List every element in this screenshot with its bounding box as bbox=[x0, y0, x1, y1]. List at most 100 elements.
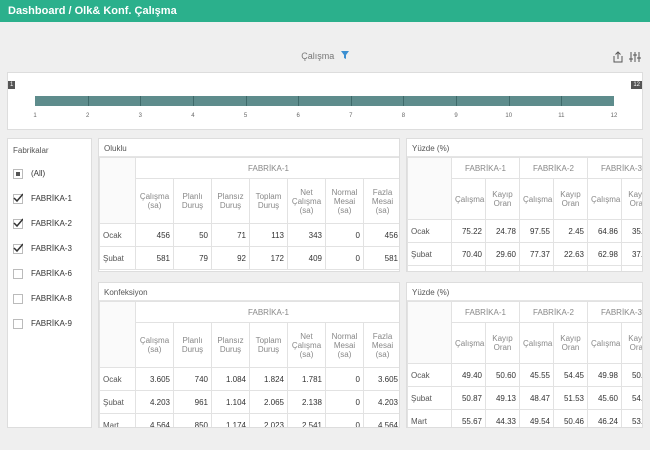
group-header: FABRİKA-1 bbox=[451, 157, 520, 179]
corner bbox=[407, 157, 452, 220]
cell: 1.174 bbox=[211, 413, 250, 427]
toolbar-icons[interactable] bbox=[612, 50, 642, 64]
column-row: Çalışma (sa) Planlı Duruş Plansız Duruş Top… bbox=[100, 178, 399, 224]
filter-icon[interactable] bbox=[340, 51, 349, 59]
cell: 1.104 bbox=[211, 390, 250, 414]
panel-title: Oluklu bbox=[99, 139, 399, 157]
cell: 59.61 bbox=[587, 265, 622, 271]
cell: 70.40 bbox=[451, 242, 486, 266]
cell: 961 bbox=[173, 390, 212, 414]
filter-item[interactable]: FABRİKA-1 bbox=[8, 186, 91, 211]
data-row: Şubat 581 79 92 172 409 0 581 bbox=[99, 246, 399, 270]
checkbox[interactable] bbox=[13, 243, 23, 254]
column-row: Çalışma (sa) Planlı Duruş Plansız Duruş Top… bbox=[100, 322, 399, 368]
filter-item[interactable]: FABRİKA-9 bbox=[8, 311, 91, 336]
filter-item[interactable]: FABRİKA-2 bbox=[8, 211, 91, 236]
data-row: Mart 4.564 850 1.174 2.023 2.541 0 4.564 bbox=[99, 413, 399, 427]
cell: 51.53 bbox=[553, 386, 588, 410]
slider-divider bbox=[508, 96, 510, 106]
data-table: FABRİKA-1 FABRİKA-2 FABRİKA-3 Çalışma Kayıp … bbox=[407, 301, 642, 427]
row-label: Mart bbox=[407, 409, 452, 427]
slider-tick-label: 10 bbox=[505, 113, 513, 119]
cell: 79 bbox=[173, 246, 212, 270]
cell: 77.37 bbox=[519, 242, 554, 266]
cell: 3.605 bbox=[363, 367, 399, 391]
filter-label: FABRİKA-2 bbox=[31, 219, 72, 228]
checkbox[interactable] bbox=[13, 168, 23, 179]
cell: 1.084 bbox=[211, 367, 250, 391]
checkbox[interactable] bbox=[13, 268, 23, 279]
data-row: Mart70.6629.3478.9221.0859.6140.39 bbox=[407, 265, 642, 271]
slider-max: 12 bbox=[631, 81, 642, 89]
filter-label: FABRİKA-8 bbox=[31, 294, 72, 303]
cell: 44.33 bbox=[485, 409, 520, 427]
cell: 113 bbox=[249, 223, 288, 247]
cell: 740 bbox=[173, 367, 212, 391]
column-row: Çalışma Kayıp Oran Çalışma Kayıp Oran Çalışm… bbox=[408, 178, 642, 220]
filter-item[interactable]: FABRİKA-8 bbox=[8, 286, 91, 311]
slider-divider bbox=[245, 96, 247, 106]
column-header: Fazla Mesai (sa) bbox=[363, 178, 399, 224]
cell: 24.78 bbox=[485, 219, 520, 243]
cell: 2.45 bbox=[553, 219, 588, 243]
checkbox[interactable] bbox=[13, 293, 23, 304]
cell: 4.203 bbox=[135, 390, 174, 414]
data-table: FABRİKA-1 Çalışma (sa) Planlı Duruş Plansız… bbox=[99, 157, 399, 270]
table-panel: Yüzde (%) FABRİKA-1 FABRİKA-2 FABRİKA-3 Çalı… bbox=[406, 138, 643, 272]
panel-title: Konfeksiyon bbox=[99, 283, 399, 301]
cell: 50.60 bbox=[485, 363, 520, 387]
cell: 97.55 bbox=[519, 219, 554, 243]
column-header: Kayıp Oran bbox=[621, 322, 642, 364]
table-panel: Yüzde (%) FABRİKA-1 FABRİKA-2 FABRİKA-3 Çalı… bbox=[406, 282, 643, 428]
slider-min: 1 bbox=[8, 81, 16, 89]
data-row: Şubat 4.203 961 1.104 2.065 2.138 0 4.203 bbox=[99, 390, 399, 414]
cell: 37.02 bbox=[621, 242, 642, 266]
table-panel: Konfeksiyon FABRİKA-1 Çalışma (sa) Planlı D… bbox=[98, 282, 400, 428]
checkbox[interactable] bbox=[13, 193, 23, 204]
group-header: FABRİKA-2 bbox=[519, 301, 588, 323]
cell: 49.98 bbox=[587, 363, 622, 387]
column-header: Net Çalışma (sa) bbox=[287, 178, 326, 224]
filter-item[interactable]: FABRİKA-6 bbox=[8, 261, 91, 286]
row-label: Şubat bbox=[407, 242, 452, 266]
cell: 49.13 bbox=[485, 386, 520, 410]
row-label: Ocak bbox=[407, 219, 452, 243]
slider-divider bbox=[350, 96, 352, 106]
group-row: FABRİKA-1 FABRİKA-2 FABRİKA-3 bbox=[407, 157, 642, 220]
row-label: Ocak bbox=[407, 363, 452, 387]
checkbox[interactable] bbox=[13, 318, 23, 329]
cell: 22.63 bbox=[553, 242, 588, 266]
header-title: Dashboard / Olk& Konf. Çalışma bbox=[0, 0, 650, 22]
slider-divider bbox=[403, 96, 405, 106]
slider-divider bbox=[561, 96, 563, 106]
panel-title: Yüzde (%) bbox=[407, 139, 642, 157]
range-slider[interactable]: 1 12 1 2 3 4 5 6 7 8 9 10 11 12 bbox=[7, 72, 643, 130]
column-header: Planlı Duruş bbox=[173, 178, 212, 224]
column-header: Kayıp Oran bbox=[553, 322, 588, 364]
checkbox[interactable] bbox=[13, 218, 23, 229]
filter-item[interactable]: FABRİKA-3 bbox=[8, 236, 91, 261]
cell: 35.14 bbox=[621, 219, 642, 243]
cell: 850 bbox=[173, 413, 212, 427]
group-row: FABRİKA-1 bbox=[99, 301, 399, 368]
column-header: Kayıp Oran bbox=[621, 178, 642, 220]
slider-track[interactable] bbox=[35, 96, 614, 106]
group-header: FABRİKA-2 bbox=[519, 157, 588, 179]
data-row: Ocak 3.605 740 1.084 1.824 1.781 0 3.605 bbox=[99, 367, 399, 391]
cell: 70.66 bbox=[451, 265, 486, 271]
cell: 456 bbox=[363, 223, 399, 247]
cell: 49.54 bbox=[519, 409, 554, 427]
group-header: FABRİKA-3 bbox=[587, 301, 642, 323]
filter-item[interactable]: (All) bbox=[8, 161, 91, 186]
cell: 2.065 bbox=[249, 390, 288, 414]
column-header: Plansız Duruş bbox=[211, 178, 250, 224]
row-label: Mart bbox=[407, 265, 452, 271]
column-header: Kayıp Oran bbox=[553, 178, 588, 220]
column-header: Net Çalışma (sa) bbox=[287, 322, 326, 368]
cell: 40.39 bbox=[621, 265, 642, 271]
cell: 45.60 bbox=[587, 386, 622, 410]
cell: 2.023 bbox=[249, 413, 288, 427]
filter-label: FABRİKA-9 bbox=[31, 319, 72, 328]
